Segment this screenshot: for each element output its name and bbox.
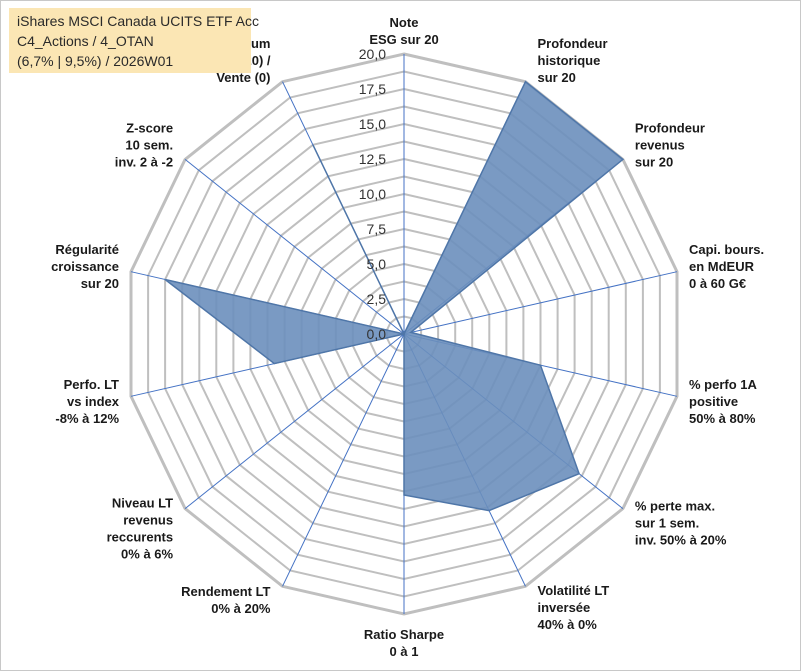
axis-label: Perfo. LT xyxy=(64,377,119,392)
axis-label: Régularité xyxy=(55,242,119,257)
radar-spoke xyxy=(184,159,405,335)
title-line-3: (6,7% | 9,5%) / 2026W01 xyxy=(17,53,174,69)
radar-spoke xyxy=(282,333,405,587)
axis-label: 50% à 80% xyxy=(689,411,756,426)
axis-label: positive xyxy=(689,394,738,409)
axis-label: % perfo 1A xyxy=(689,377,758,392)
axis-label: -8% à 12% xyxy=(55,411,119,426)
axis-label: 0% à 20% xyxy=(211,601,271,616)
radar-spoke xyxy=(403,271,678,335)
axis-label: croissance xyxy=(51,259,119,274)
tick-label: 5,0 xyxy=(367,256,387,272)
axis-label: inv. 50% à 20% xyxy=(635,533,727,548)
axis-label: revenus xyxy=(635,137,685,152)
tick-label: 7,5 xyxy=(367,221,387,237)
axis-label: Vente (0) xyxy=(216,70,270,85)
axis-label: revenus xyxy=(123,513,173,528)
axis-label: 0 à 1 xyxy=(390,644,419,659)
axis-label: Note xyxy=(390,15,419,30)
tick-label: 20,0 xyxy=(359,46,386,62)
axis-label: sur 20 xyxy=(538,70,576,85)
axis-label: vs index xyxy=(67,394,120,409)
axis-label: Profondeur xyxy=(538,36,608,51)
tick-label: 10,0 xyxy=(359,186,386,202)
title-box: iShares MSCI Canada UCITS ETF Acc C4_Act… xyxy=(9,8,259,73)
axis-label: 10 sem. xyxy=(125,137,173,152)
axis-label: sur 1 sem. xyxy=(635,516,699,531)
axis-label: 0% à 6% xyxy=(121,547,173,562)
tick-label: 17,5 xyxy=(359,81,386,97)
tick-label: 15,0 xyxy=(359,116,386,132)
axis-label: Z-score xyxy=(126,120,173,135)
axis-label: sur 20 xyxy=(635,154,673,169)
axis-label: Ratio Sharpe xyxy=(364,627,444,642)
axis-label: reccurents xyxy=(107,530,173,545)
tick-labels: 0,0 2,5 5,0 7,5 10,0 12,5 15,0 17,5 20,0 xyxy=(359,46,386,342)
axis-label: historique xyxy=(538,53,601,68)
axis-labels: Note ESG sur 20 Profondeur historique sur 20… xyxy=(51,15,764,659)
axis-label: inversée xyxy=(538,600,591,615)
tick-label: 12,5 xyxy=(359,151,386,167)
axis-label: sur 20 xyxy=(81,276,119,291)
axis-label: 0 à 60 G€ xyxy=(689,276,746,291)
axis-label: Rendement LT xyxy=(181,584,270,599)
axis-label: en MdEUR xyxy=(689,259,755,274)
axis-label: Niveau LT xyxy=(112,496,173,511)
axis-label: inv. 2 à -2 xyxy=(115,154,173,169)
axis-label: ESG sur 20 xyxy=(369,32,438,47)
tick-label: 0,0 xyxy=(367,326,387,342)
tick-label: 2,5 xyxy=(367,291,387,307)
axis-label: 40% à 0% xyxy=(538,617,598,632)
title-line-2: C4_Actions / 4_OTAN xyxy=(17,33,154,49)
axis-label: Capi. bours. xyxy=(689,242,764,257)
axis-label: Profondeur xyxy=(635,120,705,135)
series-area xyxy=(164,80,625,512)
radar-spoke xyxy=(184,333,405,509)
title-line-1: iShares MSCI Canada UCITS ETF Acc xyxy=(17,13,259,29)
data-area xyxy=(164,80,625,512)
axis-label: % perte max. xyxy=(635,499,715,514)
axis-label: Volatilité LT xyxy=(538,583,610,598)
